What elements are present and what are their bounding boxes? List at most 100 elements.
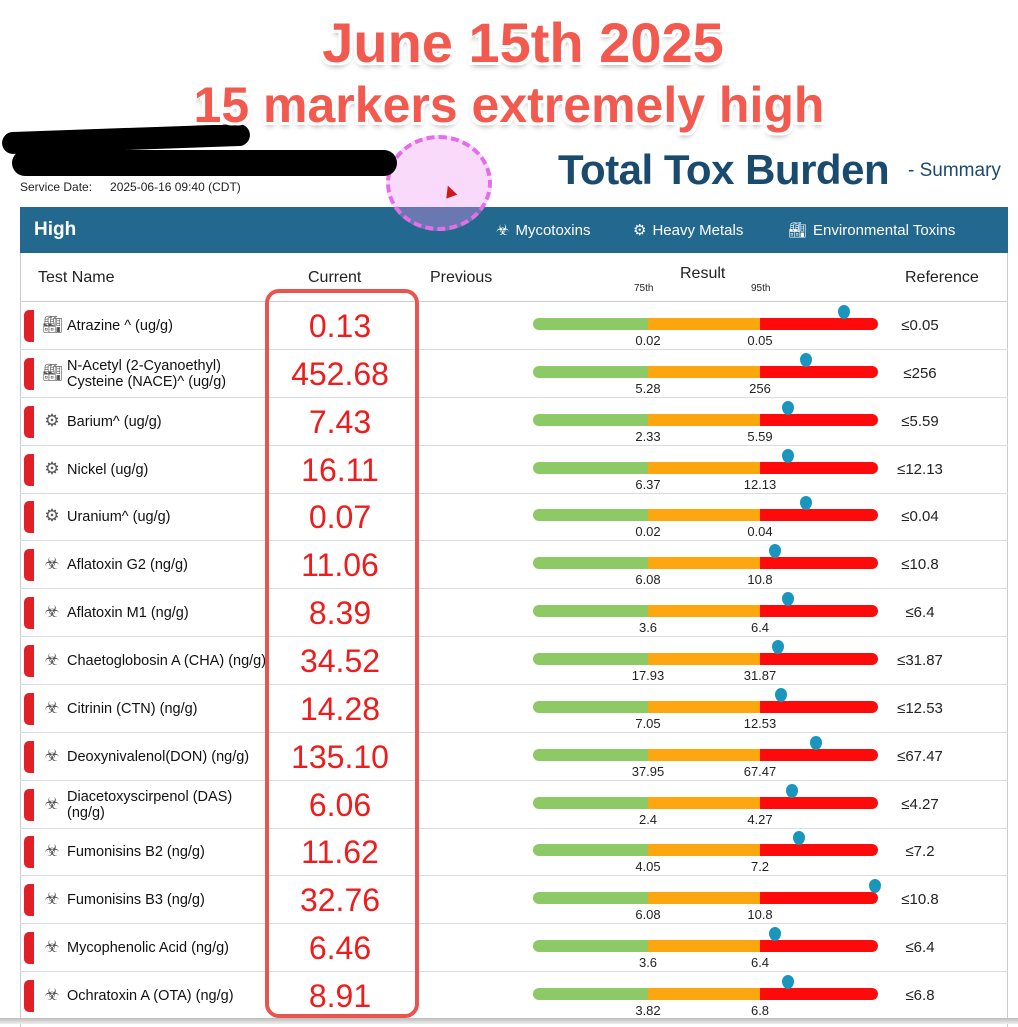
p75-value: 5.28: [635, 380, 661, 396]
table-row[interactable]: 🏭︎ N-Acetyl (2-Cyanoethyl) Cysteine (NAC…: [20, 350, 1008, 398]
bar-elevated: [647, 605, 760, 618]
reference-value: ≤0.05: [901, 317, 939, 334]
table-row[interactable]: ☣ Citrinin (CTN) (ng/g) 14.28 7.05 12.53…: [20, 685, 1008, 733]
biohazard-icon: ☣: [44, 841, 60, 861]
bar-normal: [533, 892, 648, 905]
bar-elevated: [647, 509, 760, 522]
biohazard-icon: ☣: [44, 602, 60, 622]
test-name: Aflatoxin G2 (ng/g): [67, 557, 188, 574]
result-marker-icon: [782, 448, 795, 463]
p95-value: 6.4: [750, 620, 770, 636]
bar-high: [760, 605, 878, 618]
table-row[interactable]: ☣ Deoxynivalenol(DON) (ng/g) 135.10 37.9…: [20, 733, 1008, 781]
bar-high: [760, 892, 878, 905]
legend-heavy-metals: ⚙ Heavy Metals: [633, 221, 743, 240]
result-marker-icon: [782, 975, 795, 990]
status-flag: [24, 788, 34, 821]
test-name: Barium^ (ug/g): [67, 413, 162, 430]
result-marker-icon: [785, 783, 798, 798]
table-row[interactable]: ☣ Mycophenolic Acid (ng/g) 6.46 3.6 6.4 …: [20, 924, 1008, 973]
bar-high: [760, 413, 878, 426]
bar-normal: [533, 605, 648, 618]
reference-value: ≤6.8: [905, 987, 935, 1005]
reference-value: ≤12.53: [897, 699, 943, 717]
bar-elevated: [647, 653, 760, 666]
table-row[interactable]: 🏭︎ Atrazine ^ (ug/g) 0.13 0.02 0.05 ≤0.0…: [20, 302, 1008, 350]
current-column-highlight: [265, 289, 419, 1018]
p95-value: 67.47: [743, 763, 777, 779]
table-row[interactable]: ☣ Aflatoxin M1 (ng/g) 8.39 3.6 6.4 ≤6.4: [20, 589, 1008, 638]
bar-normal: [533, 748, 648, 761]
result-bar: [533, 748, 878, 761]
table-row[interactable]: ☣ Fumonisins B3 (ng/g) 32.76 6.08 10.8 ≤…: [20, 876, 1008, 925]
status-flag: [24, 645, 34, 678]
p75-value: 17.93: [631, 668, 665, 684]
bar-normal: [533, 988, 648, 1001]
bar-high: [760, 844, 878, 857]
table-row[interactable]: ☣ Diacetoxyscirpenol (DAS) (ng/g) 6.06 2…: [20, 781, 1008, 829]
p95-value: 6.8: [750, 1003, 770, 1019]
section-label: High: [34, 219, 77, 240]
test-name: Diacetoxyscirpenol (DAS) (ng/g): [67, 788, 233, 821]
status-flag: [24, 884, 34, 917]
test-name: Atrazine ^ (ug/g): [67, 318, 173, 334]
bar-high: [760, 700, 878, 713]
bar-high: [760, 988, 878, 1001]
reference-value: ≤5.59: [901, 412, 939, 430]
gears-icon: ⚙: [44, 410, 60, 430]
col-reference: Reference: [905, 269, 979, 286]
bar-high: [760, 796, 878, 809]
p95-value: 7.2: [750, 859, 770, 875]
bar-normal: [533, 796, 648, 809]
p95-value: 12.13: [743, 476, 777, 492]
bar-normal: [533, 653, 648, 666]
result-marker-icon: [768, 544, 781, 559]
table-row[interactable]: ⚙ Nickel (ug/g) 16.11 6.37 12.13 ≤12.13: [20, 446, 1008, 494]
col-current: Current: [308, 269, 362, 286]
result-bar: [533, 988, 878, 1001]
result-marker-icon: [868, 879, 881, 894]
result-bar: [533, 365, 878, 378]
legend-label: Mycotoxins: [515, 221, 591, 239]
test-name: Fumonisins B3 (ng/g): [67, 892, 205, 909]
bar-normal: [533, 365, 648, 378]
bar-elevated: [647, 748, 760, 761]
table-row[interactable]: ☣ Aflatoxin G2 (ng/g) 11.06 6.08 10.8 ≤1…: [20, 541, 1008, 590]
gears-icon: ⚙: [44, 458, 60, 478]
p75-value: 0.02: [635, 524, 661, 540]
factory-icon: 🏭︎: [788, 222, 808, 239]
col-previous: Previous: [430, 269, 493, 286]
table-row[interactable]: ☣ Ochratoxin A (OTA) (ng/g) 8.91 3.82 6.…: [20, 972, 1008, 1021]
p95-value: 256: [749, 380, 771, 396]
current-value: 8.39: [308, 595, 372, 632]
p75-value: 2.4: [638, 811, 658, 827]
table-row[interactable]: ⚙ Barium^ (ug/g) 7.43 2.33 5.59 ≤5.59: [20, 398, 1008, 446]
reference-value: ≤6.4: [905, 604, 935, 622]
result-bar: [533, 653, 878, 666]
bar-normal: [533, 509, 648, 522]
factory-icon: 🏭︎: [42, 315, 64, 334]
biohazard-icon: ☣: [496, 222, 510, 239]
result-marker-icon: [782, 592, 795, 607]
col-95th: 95th: [751, 283, 771, 294]
p95-value: 5.59: [747, 428, 773, 444]
p75-value: 2.33: [635, 428, 661, 444]
bar-high: [760, 940, 878, 953]
biohazard-icon: ☣: [44, 745, 60, 765]
current-value: 34.52: [299, 643, 381, 680]
test-name: Fumonisins B2 (ng/g): [67, 844, 205, 861]
table-row[interactable]: ☣ Fumonisins B2 (ng/g) 11.62 4.05 7.2 ≤7…: [20, 828, 1008, 877]
bar-elevated: [647, 318, 760, 330]
result-bar: [533, 700, 878, 713]
gears-icon: ⚙: [44, 506, 60, 526]
status-flag: [24, 453, 34, 486]
bar-normal: [533, 844, 648, 857]
table-row[interactable]: ☣ Chaetoglobosin A (CHA) (ng/g) 34.52 17…: [20, 637, 1008, 686]
result-marker-icon: [799, 496, 812, 511]
current-value: 11.06: [301, 547, 379, 584]
table-row[interactable]: ⚙ Uranium^ (ug/g) 0.07 0.02 0.04 ≤0.04: [20, 493, 1008, 542]
result-marker-icon: [768, 927, 781, 942]
bar-normal: [533, 461, 648, 474]
p75-value: 0.02: [635, 333, 661, 348]
p75-value: 37.95: [631, 763, 665, 779]
